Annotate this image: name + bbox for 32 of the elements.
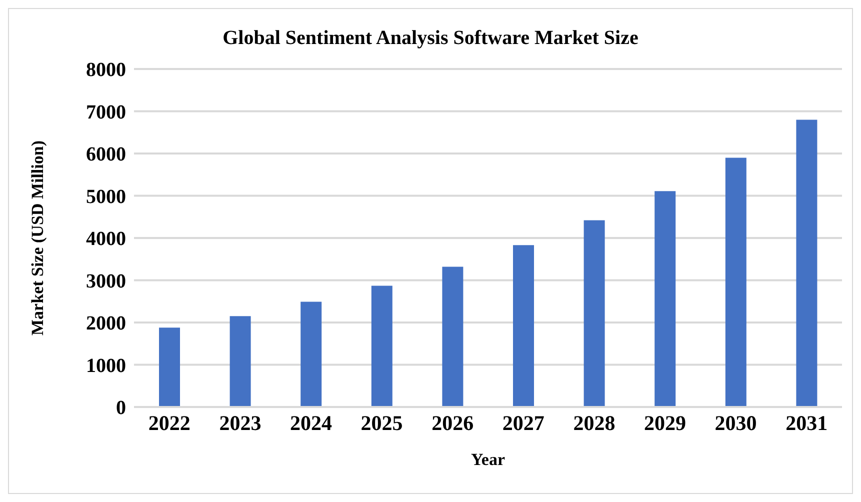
y-tick-label: 0 [116,397,126,420]
x-tick-label: 2026 [432,410,474,435]
x-tick-label: 2027 [502,410,544,435]
x-tick-label: 2023 [219,410,262,435]
x-tick-label: 2022 [148,410,190,435]
bar [230,316,251,407]
y-tick-label: 5000 [86,186,126,208]
bar [159,328,180,407]
y-tick-label: 1000 [86,354,126,377]
x-tick-label: 2030 [714,410,757,435]
bar [725,158,746,407]
x-tick-label: 2024 [290,410,332,435]
bar [654,191,676,407]
y-tick-label: 4000 [86,228,126,250]
bar [513,245,534,407]
bar [371,286,392,407]
bar [584,220,605,407]
chart-title: Global Sentiment Analysis Software Market Size [222,27,640,51]
y-tick-label: 6000 [86,144,126,166]
x-tick-label: 2028 [573,410,616,435]
bar [300,302,322,407]
bar [442,266,464,407]
y-axis-title: Market Size (USD Million) [28,140,48,336]
x-tick-label: 2031 [786,410,828,435]
y-tick-label: 8000 [86,59,126,82]
y-tick-label: 7000 [86,101,126,124]
y-tick-label: 3000 [86,270,126,292]
x-tick-label: 2025 [360,410,403,435]
x-axis-title: Year [471,450,506,469]
y-tick-label: 2000 [86,312,126,335]
bar [796,120,818,407]
x-tick-label: 2029 [644,410,686,435]
